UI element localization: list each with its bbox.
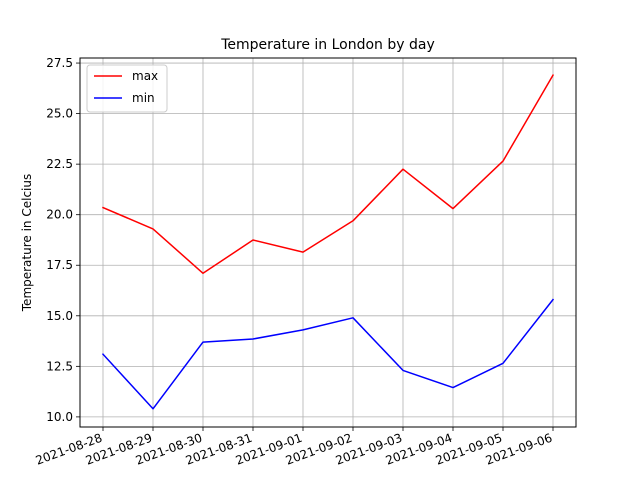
y-tick-label: 10.0 (46, 410, 73, 424)
legend-label-max: max (132, 69, 158, 83)
grid-lines (80, 58, 576, 427)
series-line-max (102, 74, 555, 275)
y-axis-ticks: 10.0 12.5 15.0 17.5 20.0 22.5 25.0 27.5 (46, 56, 80, 424)
y-tick-label: 17.5 (46, 258, 73, 272)
series-line-min (101, 298, 555, 410)
legend-label-min: min (132, 91, 155, 105)
y-tick-label: 22.5 (46, 157, 73, 171)
y-axis-label: Temperature in Celcius (20, 174, 34, 312)
chart-title: Temperature in London by day (220, 37, 435, 53)
legend: max min (86, 64, 168, 113)
series-lines (101, 74, 555, 410)
y-tick-label: 25.0 (46, 107, 73, 121)
y-tick-label: 27.5 (46, 56, 73, 70)
y-tick-label: 12.5 (46, 359, 73, 373)
plot-frame (79, 57, 577, 428)
y-tick-label: 15.0 (46, 309, 73, 323)
y-tick-label: 20.0 (46, 208, 73, 222)
